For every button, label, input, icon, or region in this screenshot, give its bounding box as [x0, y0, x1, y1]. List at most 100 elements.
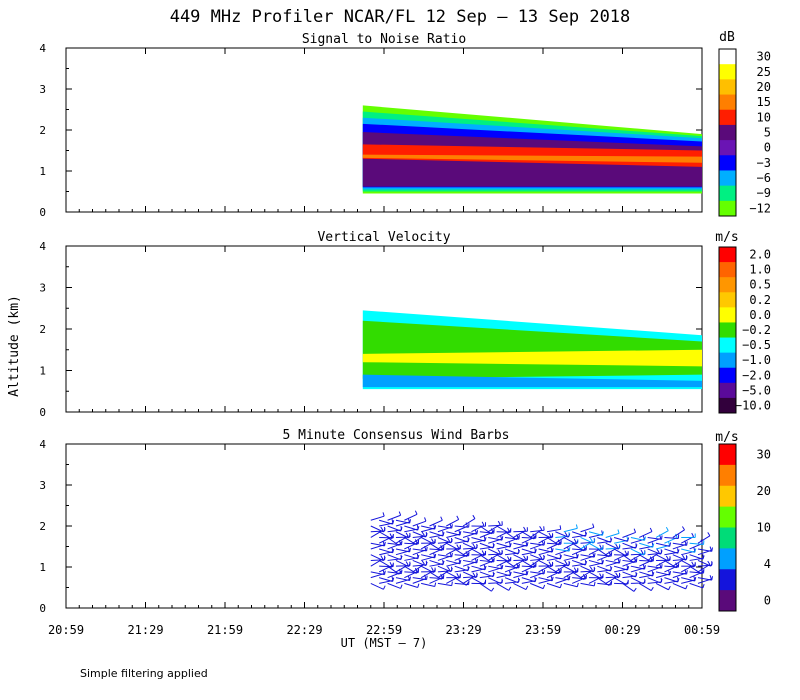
wind-barb	[513, 554, 527, 562]
wind-barb	[504, 577, 519, 584]
wind-barb	[555, 577, 570, 581]
wind-barb	[463, 559, 477, 564]
wind-barb	[412, 520, 427, 527]
wind-barb-flag	[456, 515, 460, 520]
wind-barb-flag	[426, 546, 428, 551]
wind-barb	[404, 525, 418, 531]
wind-barb	[479, 525, 492, 535]
wind-barb	[412, 548, 427, 552]
colorbar-swatch	[719, 124, 736, 141]
wind-barb	[429, 571, 442, 580]
wind-barb-flag	[700, 570, 704, 575]
wind-barb	[630, 536, 645, 541]
wind-barb	[496, 554, 510, 563]
wind-barb	[504, 531, 517, 541]
wind-barb-flag	[573, 538, 577, 543]
wind-barb	[429, 542, 442, 552]
colorbar-swatch	[719, 79, 736, 96]
wind-barb-flag	[409, 519, 411, 524]
wind-barb	[513, 571, 528, 576]
wind-barb-flag	[380, 526, 384, 531]
wind-barb-flag	[567, 533, 571, 538]
wind-barb	[622, 542, 636, 549]
wind-barb	[404, 537, 417, 546]
wind-barb-flag	[559, 525, 562, 530]
wind-barb	[446, 531, 461, 536]
wind-barb-flag	[481, 550, 485, 555]
wind-barb	[597, 548, 610, 558]
wind-barb-flag	[465, 522, 469, 527]
wind-barb	[387, 525, 401, 532]
wind-barb-flag	[450, 539, 453, 544]
wind-barb-flag	[508, 557, 512, 562]
wind-barb	[387, 537, 400, 546]
wind-barb	[513, 542, 528, 547]
wind-barb-flag	[539, 526, 543, 530]
wind-barb-flag	[575, 524, 578, 529]
snr-unit-label: dB	[719, 30, 735, 45]
colorbar-label: −5.0	[742, 383, 771, 397]
wind-barb	[555, 559, 569, 567]
colorbar-swatch	[719, 64, 736, 80]
wind-barb-flag	[507, 556, 510, 561]
wind-barb-flag	[467, 566, 470, 571]
wind-barb	[454, 565, 469, 572]
wind-barb	[387, 582, 401, 589]
wind-barb	[462, 542, 477, 550]
wind-barb	[521, 560, 535, 569]
y-tick-label: 3	[39, 83, 46, 96]
wind-barb	[521, 577, 536, 583]
colorbar-label: 1.0	[749, 263, 771, 277]
wind-barb	[379, 577, 393, 582]
wind-barb-flag	[433, 568, 436, 573]
wind-barb-flag	[492, 544, 495, 549]
wind-barb-flag	[459, 531, 462, 536]
y-tick-label: 3	[39, 479, 46, 492]
wind-barb	[446, 518, 459, 527]
wind-barb-flag	[472, 543, 476, 548]
data-layer	[362, 349, 702, 367]
wind-barb	[655, 554, 669, 562]
wind-barb	[672, 529, 685, 538]
wind-barb-flag	[539, 554, 543, 559]
wind-barb	[605, 542, 619, 550]
colorbar-swatch	[719, 307, 736, 323]
wind-barb	[546, 528, 561, 533]
wind-barb-flag	[567, 562, 571, 567]
wind-barb	[672, 582, 686, 590]
wind-barb	[454, 582, 469, 586]
wind-barb-flag	[434, 525, 437, 530]
colorbar-swatch	[719, 155, 736, 171]
wind-barb-flag	[702, 584, 705, 589]
wind-barb	[496, 582, 510, 591]
wind-barb	[655, 530, 669, 538]
wind-barb-flag	[476, 530, 479, 535]
wind-barb	[546, 542, 561, 545]
wind-barb	[395, 577, 410, 582]
wind-barb-flag	[576, 554, 579, 559]
wind-barb-flag	[382, 512, 385, 517]
wind-barb	[563, 565, 577, 574]
wind-barb-flag	[592, 568, 596, 573]
wind-barb	[555, 531, 569, 538]
wind-barb	[412, 531, 426, 538]
wind-barb	[697, 535, 711, 544]
wind-barb	[681, 577, 695, 582]
wind-barb-flag	[644, 536, 646, 541]
wind-barb-flag	[472, 572, 476, 577]
wind-barb-flag	[656, 549, 660, 553]
velocity-panel-title: Vertical Velocity	[317, 230, 450, 245]
wind-barb	[630, 577, 644, 585]
wind-barb-flag	[691, 561, 695, 566]
wind-barb-flag	[644, 565, 646, 570]
wind-barb	[563, 554, 578, 559]
wind-barb-flag	[610, 538, 613, 543]
colorbar-label: 20	[757, 80, 771, 94]
wind-barb-flag	[608, 553, 612, 558]
wind-barb-flag	[415, 541, 419, 545]
wind-barb	[370, 542, 385, 547]
wind-barb-flag	[633, 528, 637, 533]
wind-barb-flag	[414, 510, 418, 515]
wind-barb	[379, 519, 393, 525]
